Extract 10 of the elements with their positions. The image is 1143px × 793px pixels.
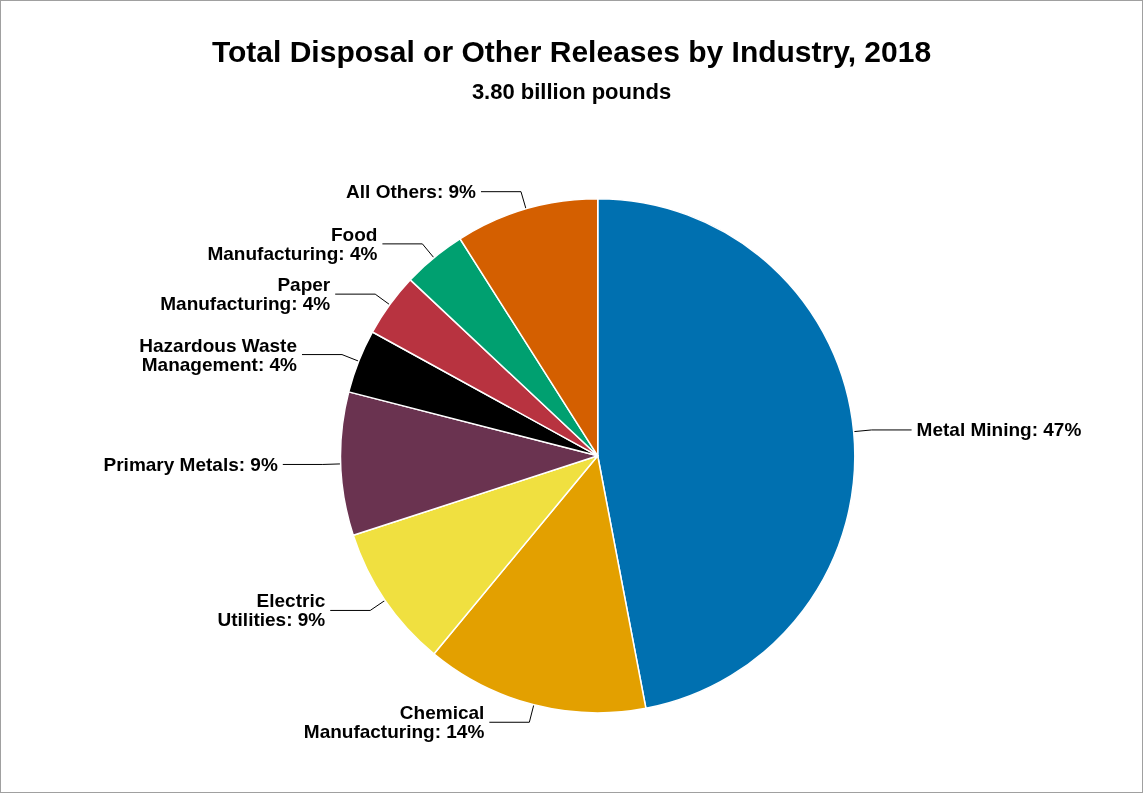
slice-label: All Others: 9% (346, 181, 477, 203)
slice-label: Primary Metals: 9% (103, 453, 278, 475)
slice-label: Electric Utilities: 9% (217, 590, 326, 631)
slice-label: Paper Manufacturing: 4% (160, 274, 331, 315)
slice-label: Food Manufacturing: 4% (207, 223, 378, 264)
chart-title: Total Disposal or Other Releases by Industry, 2018 (211, 34, 932, 68)
chart-subtitle: 3.80 billion pounds (471, 78, 672, 104)
slice-label: Metal Mining: 47% (916, 419, 1082, 441)
slice-label: Hazardous Waste Management: 4% (139, 334, 298, 375)
slice-label: Chemical Manufacturing: 14% (303, 702, 485, 743)
